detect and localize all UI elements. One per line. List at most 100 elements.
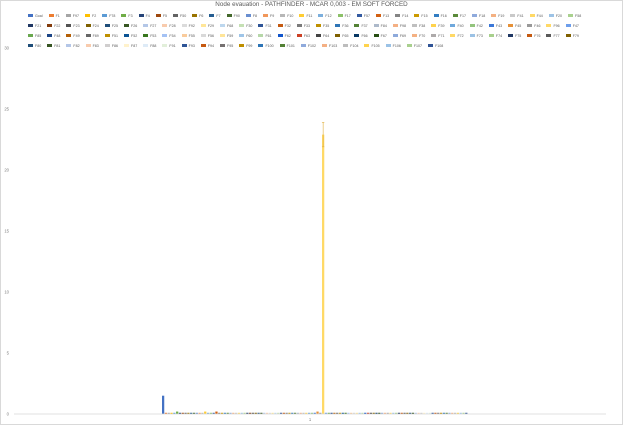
legend-item: F81	[47, 41, 60, 50]
bar-f56	[352, 412, 356, 414]
legend-swatch	[85, 44, 91, 47]
legend-item: F9	[263, 11, 274, 20]
legend-label: F31	[265, 23, 272, 28]
legend-item: F38	[412, 21, 425, 30]
legend-item: F93	[181, 41, 195, 50]
y-tick-label: 15	[4, 229, 9, 234]
bar-f68	[274, 412, 277, 414]
legend-swatch	[316, 24, 322, 27]
legend-swatch	[162, 24, 168, 27]
legend-item: F11	[299, 11, 312, 20]
bar-f80	[409, 412, 412, 414]
legend-swatch	[143, 44, 149, 47]
bar-f77	[403, 412, 406, 414]
legend-swatch	[104, 24, 110, 27]
legend-label: F89	[92, 33, 99, 38]
legend-swatch	[277, 34, 283, 37]
legend-label: F50	[180, 13, 187, 18]
y-tick-label: 0	[7, 412, 10, 417]
legend-label: F7	[216, 13, 221, 18]
legend-swatch	[565, 24, 571, 27]
legend-swatch	[258, 44, 264, 47]
legend-item: F90	[226, 11, 240, 20]
legend-label: F86	[111, 43, 119, 48]
bar-f50	[184, 412, 187, 414]
legend-swatch	[245, 14, 251, 17]
legend-swatch	[47, 44, 53, 47]
legend-label: F48	[54, 33, 61, 38]
legend-swatch	[491, 14, 497, 17]
bar-f30	[277, 412, 280, 414]
legend-item: F25	[104, 21, 118, 30]
legend-swatch	[300, 44, 306, 47]
legend-label: F1	[55, 13, 60, 18]
y-tick-label: 10	[4, 290, 9, 295]
legend-swatch	[296, 24, 302, 27]
legend-item: F75	[508, 31, 521, 40]
y-tick-label: 25	[4, 107, 9, 112]
bar-f94	[434, 412, 437, 414]
legend-swatch	[258, 34, 264, 37]
legend-item: F17	[337, 11, 351, 20]
legend-swatch	[428, 44, 434, 47]
legend-swatch	[385, 44, 391, 47]
bar-f33	[285, 412, 288, 414]
legend-label: F105	[371, 43, 380, 48]
legend-item: F97	[65, 11, 79, 20]
legend-item: F27	[143, 21, 156, 30]
legend-label: F21	[35, 23, 42, 28]
legend-label: F104	[350, 43, 359, 48]
bar-f26	[260, 412, 263, 414]
legend-item: F3	[121, 11, 133, 20]
legend-item: F105	[364, 41, 380, 50]
bar-f17	[209, 412, 212, 414]
bar-f108	[465, 412, 468, 414]
bar-f4	[178, 412, 182, 414]
legend-item: F58	[568, 11, 581, 20]
legend-item: F66	[354, 31, 368, 40]
legend-label: F72	[457, 33, 464, 38]
legend-item: F23	[66, 21, 80, 30]
legend-swatch	[209, 14, 215, 17]
legend-label: F54	[169, 33, 176, 38]
legend-swatch	[226, 14, 232, 17]
legend-label: F103	[329, 43, 338, 48]
legend-swatch	[47, 24, 53, 27]
legend-label: F95	[227, 43, 234, 48]
bar-f72	[389, 412, 392, 414]
legend-swatch	[66, 34, 72, 37]
legend-item: F1	[48, 11, 60, 20]
bar-f7	[190, 412, 193, 414]
bar-f83	[417, 412, 420, 414]
legend-item: F17	[452, 11, 466, 20]
legend-label: F81	[54, 43, 61, 48]
legend-swatch	[200, 24, 206, 27]
legend-swatch	[322, 44, 328, 47]
legend-item: F108	[428, 41, 443, 50]
legend-swatch	[102, 14, 108, 17]
legend-label: F106	[392, 43, 401, 48]
bar-f5	[181, 412, 184, 414]
bar-f13	[215, 411, 218, 414]
legend-label: F56	[207, 33, 215, 38]
legend-label: F107	[413, 43, 423, 48]
legend-item: F45	[508, 21, 521, 30]
legend-label: F91	[169, 43, 176, 48]
legend-label: F85	[35, 33, 42, 38]
legend-item: F32	[277, 21, 291, 30]
legend-swatch	[354, 34, 360, 37]
legend-swatch	[66, 24, 72, 27]
legend-swatch	[263, 14, 269, 17]
legend-swatch	[414, 14, 420, 17]
bar-f24	[254, 412, 257, 414]
legend-label: F102	[307, 43, 317, 48]
legend-label: F52	[131, 33, 138, 38]
legend-swatch	[85, 14, 90, 17]
legend-item: F43	[488, 21, 502, 30]
legend-label: F100	[265, 43, 274, 48]
bar-f8	[195, 412, 198, 414]
legend-label: F87	[131, 43, 138, 48]
legend-label: F55	[188, 33, 195, 38]
legend-label: F13	[382, 13, 390, 18]
legend-swatch	[173, 14, 179, 17]
